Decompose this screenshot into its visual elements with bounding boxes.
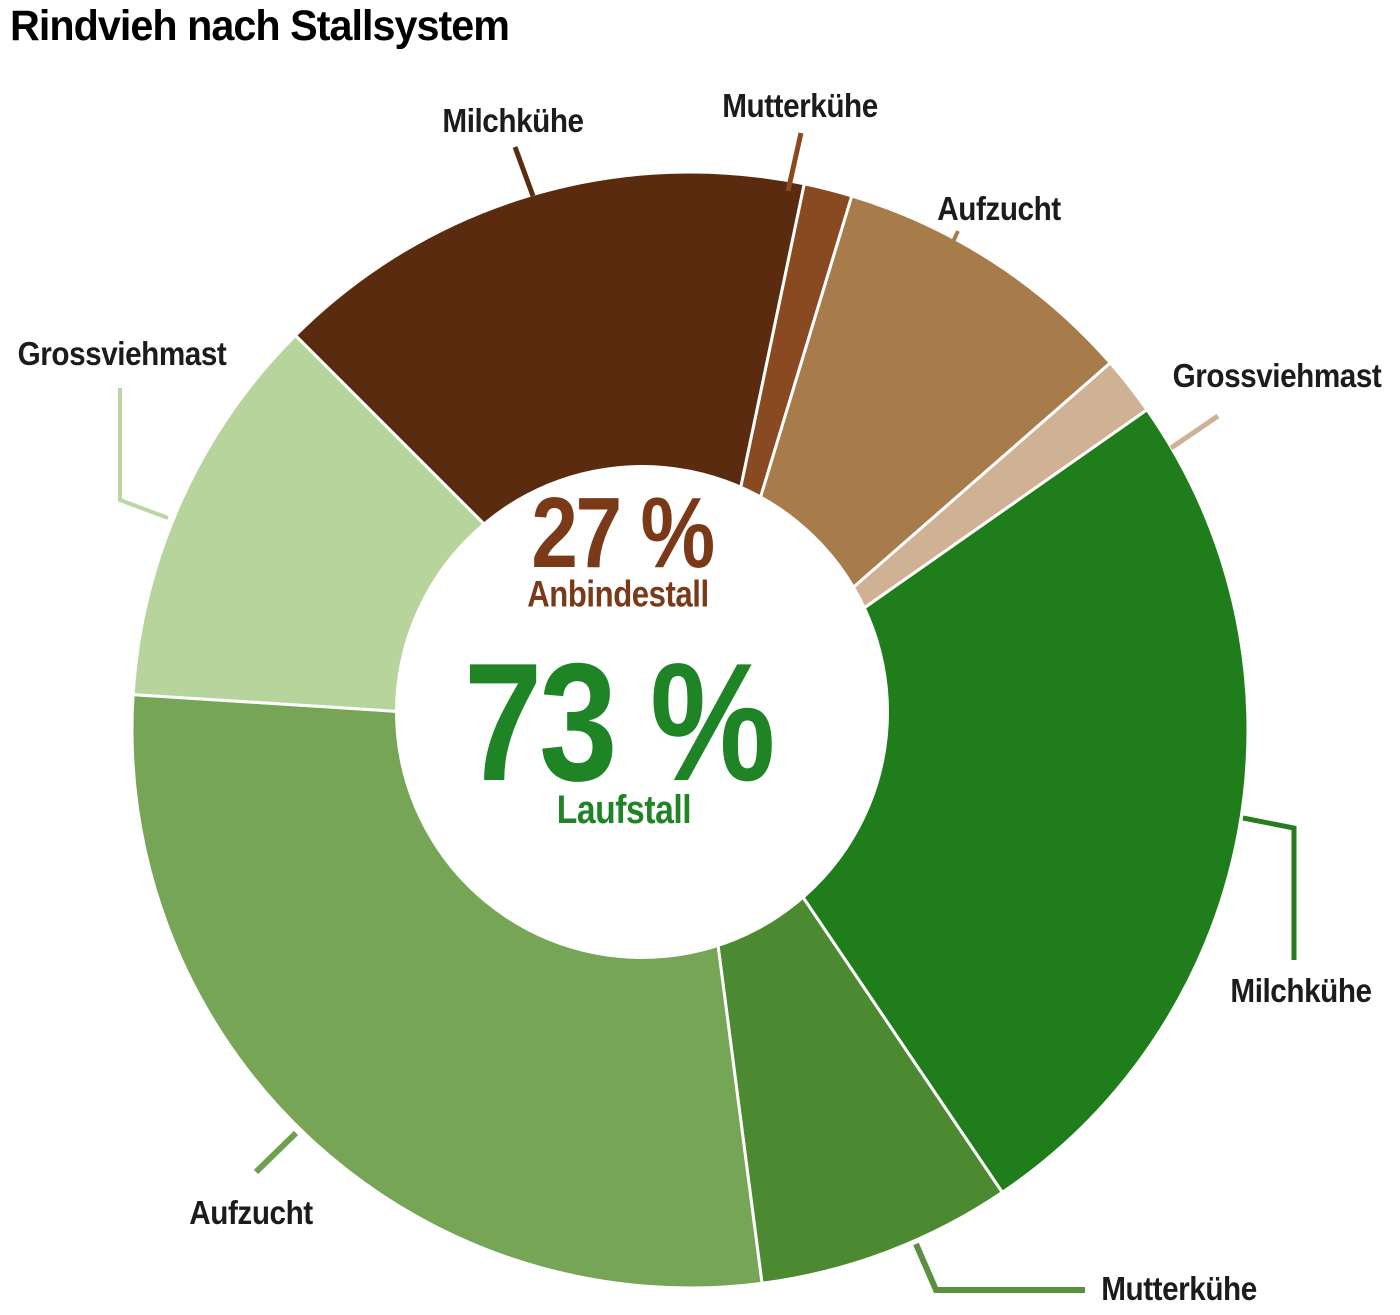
- callout-line-milchkühe-0: [512, 146, 536, 197]
- callout-line-grossviehmast-3: [1169, 413, 1220, 451]
- callout-line-aufzucht-6: [253, 1130, 299, 1175]
- segment-label-milchkühe-4: Milchkühe: [1230, 972, 1372, 1009]
- segment-label-milchkühe-0: Milchkühe: [442, 102, 584, 139]
- laufstall-percent: 73 %: [463, 628, 776, 816]
- segment-label-aufzucht-6: Aufzucht: [189, 1194, 313, 1231]
- anbindestall-percent: 27 %: [531, 477, 715, 589]
- segment-label-grossviehmast-7: Grossviehmast: [17, 335, 227, 372]
- segment-label-mutterkühe-1: Mutterkühe: [722, 87, 878, 124]
- donut-segment-laufstall-milchkühe: [687, 407, 1250, 1195]
- segment-label-mutterkühe-5: Mutterkühe: [1101, 1270, 1257, 1307]
- callout-line-aufzucht-2: [934, 230, 960, 279]
- donut-hole: [395, 465, 889, 959]
- callout-line-mutterkühe-5: [913, 1242, 1085, 1293]
- callout-line-mutterkühe-1: [785, 132, 804, 192]
- chart-title: Rindvieh nach Stallsystem: [10, 2, 510, 50]
- laufstall-label: Laufstall: [556, 788, 692, 832]
- callout-line-grossviehmast-7: [118, 388, 169, 520]
- segment-label-grossviehmast-3: Grossviehmast: [1172, 357, 1382, 394]
- anbindestall-label: Anbindestall: [527, 573, 709, 615]
- callout-line-milchkühe-4: [1242, 815, 1297, 960]
- segment-label-aufzucht-2: Aufzucht: [937, 190, 1061, 227]
